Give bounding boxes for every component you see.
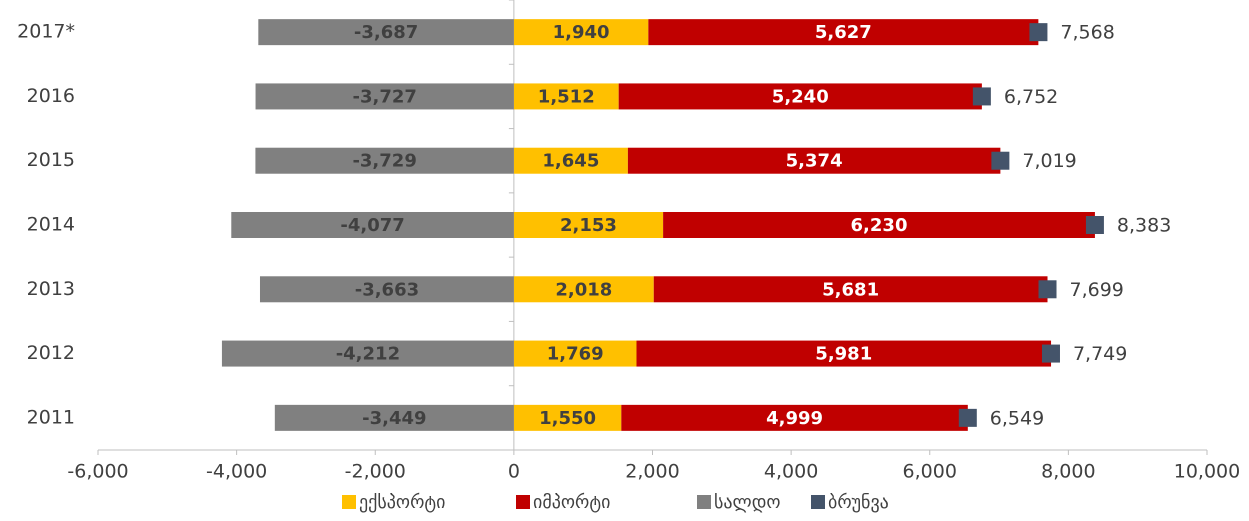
marker [991, 151, 1010, 170]
bar [255, 83, 514, 110]
x-tick-label: -4,000 [206, 461, 267, 483]
bar [513, 212, 664, 238]
data-label: 1,512 [538, 86, 595, 107]
data-label: 1,940 [553, 22, 610, 43]
data-label: 1,769 [547, 344, 604, 365]
data-label: 6,549 [990, 407, 1044, 429]
marker [972, 87, 991, 106]
bar [255, 147, 514, 174]
marker [1041, 344, 1060, 363]
data-label: 5,627 [815, 22, 872, 43]
data-label: 5,240 [772, 86, 829, 107]
marker [1029, 23, 1048, 42]
y-tick-label: 2014 [27, 214, 75, 236]
data-label: -3,663 [355, 279, 419, 300]
legend-swatch [342, 495, 356, 509]
x-tick-label: 4,000 [764, 461, 818, 483]
data-label: 2,018 [555, 279, 612, 300]
bar [618, 83, 982, 110]
bar [513, 83, 619, 110]
data-label: 5,681 [822, 279, 879, 300]
x-tick-label: 8,000 [1041, 461, 1095, 483]
bar [513, 276, 654, 303]
data-label: 1,550 [539, 408, 596, 429]
y-tick-label: 2011 [27, 406, 75, 428]
x-tick-label: 0 [508, 461, 520, 483]
bar [513, 340, 637, 367]
bar [274, 404, 514, 431]
data-label: 5,981 [815, 344, 872, 365]
bar [653, 276, 1048, 303]
data-label: 6,752 [1004, 86, 1058, 108]
legend-swatch [516, 495, 530, 509]
bar [513, 147, 628, 174]
data-label: -3,727 [353, 86, 417, 107]
data-label: 2,153 [560, 215, 617, 236]
legend-label: იმპორტი [533, 492, 610, 513]
data-label: 5,374 [786, 151, 843, 172]
x-tick-label: -6,000 [67, 461, 128, 483]
data-label: 7,568 [1060, 22, 1114, 44]
bar [663, 212, 1095, 238]
y-tick-label: 2017* [17, 21, 75, 43]
data-label: -3,729 [352, 151, 416, 172]
marker [1038, 280, 1057, 299]
legend-label: სალდო [714, 492, 781, 513]
bar [636, 340, 1052, 367]
data-label: 1,645 [542, 151, 599, 172]
data-label: 4,999 [766, 408, 823, 429]
bar [648, 19, 1039, 46]
bar [259, 276, 514, 303]
bar [621, 404, 968, 431]
data-label: 7,699 [1070, 279, 1124, 301]
x-tick-label: 6,000 [903, 461, 957, 483]
legend-label: ექსპორტი [359, 492, 445, 513]
bar [258, 19, 514, 46]
bar [627, 147, 1001, 174]
data-label: -3,449 [362, 408, 426, 429]
data-label: 8,383 [1117, 215, 1171, 237]
data-label: -4,077 [340, 215, 404, 236]
y-tick-label: 2012 [27, 342, 75, 364]
data-label: -3,687 [354, 22, 418, 43]
marker [958, 408, 977, 427]
y-tick-label: 2015 [27, 149, 75, 171]
x-tick-label: -2,000 [345, 461, 406, 483]
data-label: -4,212 [336, 344, 400, 365]
legend-swatch [811, 495, 825, 509]
x-tick-label: 10,000 [1174, 461, 1240, 483]
bar [513, 19, 649, 46]
legend-label: ბრუნვა [828, 492, 889, 513]
x-tick-label: 2,000 [625, 461, 679, 483]
y-tick-label: 2016 [27, 85, 75, 107]
marker [1085, 216, 1104, 234]
bar [513, 404, 622, 431]
bar [221, 340, 514, 367]
y-tick-label: 2013 [27, 278, 75, 300]
data-label: 7,749 [1073, 343, 1127, 365]
data-label: 6,230 [851, 215, 908, 236]
data-label: 7,019 [1022, 150, 1076, 172]
bar [231, 212, 514, 238]
legend-swatch [697, 495, 711, 509]
